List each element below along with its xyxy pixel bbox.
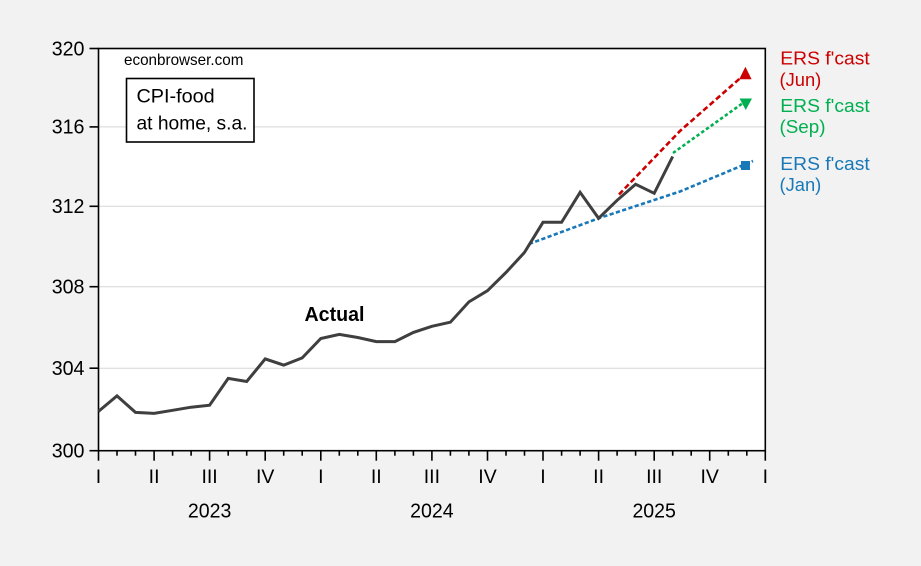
svg-text:300: 300	[52, 441, 85, 463]
svg-text:320: 320	[52, 38, 85, 60]
svg-text:Actual: Actual	[305, 304, 365, 326]
svg-text:I: I	[318, 466, 323, 488]
svg-text:312: 312	[52, 196, 85, 218]
svg-text:304: 304	[52, 358, 85, 380]
svg-text:ERS f'cast: ERS f'cast	[780, 95, 869, 116]
svg-text:I: I	[540, 466, 545, 488]
svg-text:II: II	[593, 466, 604, 488]
svg-text:308: 308	[52, 277, 85, 299]
svg-text:IV: IV	[700, 466, 718, 488]
svg-text:I: I	[763, 466, 768, 488]
svg-text:at home, s.a.: at home, s.a.	[137, 112, 248, 134]
svg-text:ERS f'cast: ERS f'cast	[780, 48, 869, 69]
svg-text:(Jan): (Jan)	[780, 174, 822, 195]
svg-text:(Jun): (Jun)	[780, 69, 822, 90]
svg-text:econbrowser.com: econbrowser.com	[124, 52, 243, 69]
svg-text:II: II	[149, 466, 160, 488]
svg-text:2024: 2024	[410, 500, 454, 523]
svg-text:2023: 2023	[188, 500, 232, 523]
svg-text:IV: IV	[256, 466, 274, 488]
svg-text:IV: IV	[478, 466, 496, 488]
svg-text:ERS f'cast: ERS f'cast	[780, 153, 869, 174]
svg-text:III: III	[424, 466, 440, 488]
svg-text:I: I	[96, 466, 101, 488]
svg-text:CPI-food: CPI-food	[137, 86, 215, 108]
svg-text:(Sep): (Sep)	[780, 116, 826, 137]
svg-text:III: III	[201, 466, 217, 488]
svg-text:III: III	[646, 466, 662, 488]
svg-text:II: II	[371, 466, 382, 488]
svg-text:316: 316	[52, 117, 85, 139]
svg-text:2025: 2025	[632, 500, 676, 523]
